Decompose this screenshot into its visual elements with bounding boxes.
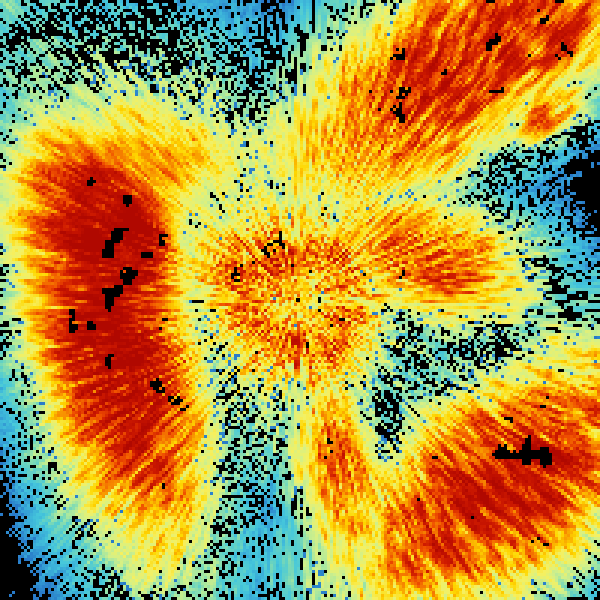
radar-reflectivity-canvas	[0, 0, 600, 600]
radar-image-panel	[0, 0, 600, 600]
